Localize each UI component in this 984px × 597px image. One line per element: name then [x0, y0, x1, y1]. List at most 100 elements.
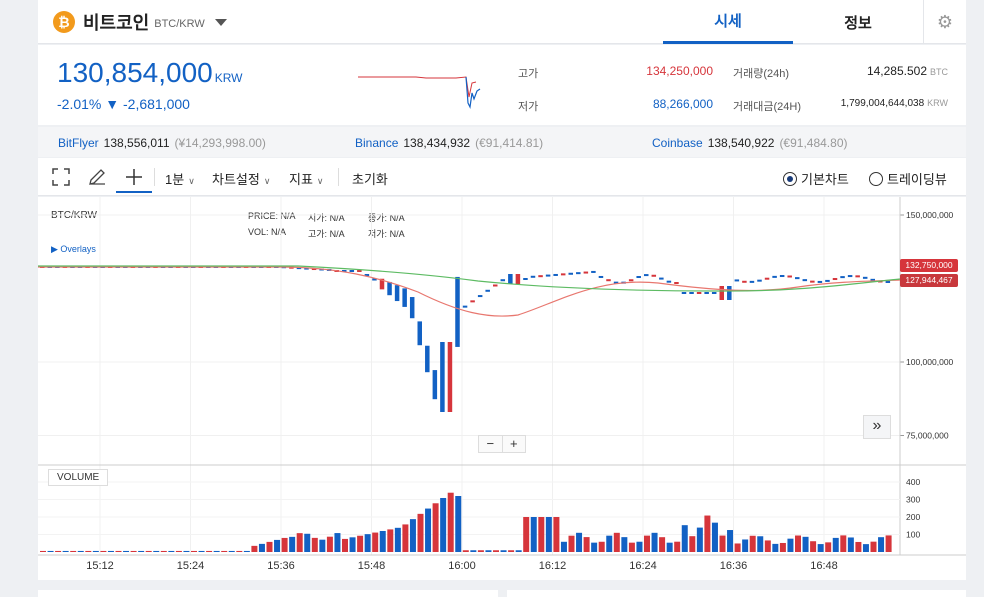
- price-candle: [349, 270, 355, 272]
- price-candle: [704, 292, 709, 294]
- bitcoin-logo-icon: ₿: [53, 10, 75, 33]
- volume-bar: [689, 536, 696, 552]
- interval-select[interactable]: 1분 ∨: [165, 169, 195, 188]
- current-price-value: 130,854,000: [57, 57, 213, 88]
- price-candle: [696, 292, 702, 294]
- price-candle: [749, 280, 755, 283]
- volume-bar: [228, 550, 235, 552]
- volume-bar: [621, 537, 628, 552]
- volume-bar: [772, 543, 779, 552]
- volume-bar: [455, 496, 462, 552]
- scroll-to-latest-button[interactable]: »: [863, 415, 891, 439]
- chart-settings-menu[interactable]: 차트설정 ∨: [212, 169, 270, 188]
- volume-tick-label: 400: [906, 477, 920, 487]
- price-candle: [832, 278, 838, 281]
- price-candle: [455, 276, 460, 347]
- volume-bar: [221, 550, 228, 552]
- exchange-fx: (€91,414.81): [475, 136, 544, 150]
- volume-24h-number: 14,285.502: [866, 64, 927, 78]
- volume-bar: [425, 508, 432, 552]
- chart-settings-label: 차트설정: [212, 172, 260, 187]
- volume-bar: [704, 515, 711, 552]
- volume-bar: [538, 517, 545, 552]
- exchange-name[interactable]: Binance: [355, 136, 399, 150]
- volume-bar: [130, 550, 137, 552]
- volume-bar: [485, 550, 492, 552]
- price-candle: [357, 270, 362, 272]
- chart-toolbar: 1분 ∨ 차트설정 ∨ 지표 ∨ 초기화 기본차트 트레이딩뷰: [38, 158, 966, 196]
- volume-bar: [568, 535, 575, 552]
- volume-bar: [840, 535, 847, 552]
- volume-bar: [462, 550, 469, 552]
- volume-bar: [243, 550, 250, 552]
- price-tick-label: 150,000,000: [906, 210, 954, 220]
- exchange-coinbase: Coinbase 138,540,922 (€91,484.80): [652, 136, 848, 150]
- basic-chart-radio[interactable]: 기본차트: [783, 169, 849, 188]
- indicators-menu[interactable]: 지표 ∨: [289, 169, 324, 188]
- price-candle: [583, 271, 589, 274]
- high-value: 134,250,000: [646, 64, 713, 78]
- price-candle: [387, 281, 392, 296]
- volume-24h-value: 14,285.502 BTC: [818, 64, 948, 78]
- basic-chart-label: 기본차트: [801, 172, 849, 187]
- coin-selector-dropdown-icon[interactable]: [214, 19, 227, 26]
- volume-bar: [281, 537, 288, 552]
- last-price-tag: 132,750,000: [900, 259, 958, 272]
- price-unit: KRW: [214, 71, 243, 85]
- volume-bar: [847, 537, 854, 552]
- legend-low: 저가: N/A: [368, 229, 405, 239]
- exchange-name[interactable]: BitFlyer: [58, 136, 99, 150]
- volume-bar: [500, 550, 507, 552]
- volume-bar: [236, 550, 243, 552]
- price-candle: [304, 267, 309, 270]
- price-panel: 130,854,000 KRW -2.01% ▼ -2,681,000 고가 13…: [38, 45, 966, 125]
- volume-bar: [62, 550, 69, 552]
- price-candle: [538, 275, 543, 278]
- reset-button[interactable]: 초기화: [352, 172, 388, 187]
- price-candle: [432, 370, 438, 400]
- volume-bar: [878, 537, 885, 552]
- volume-bar: [659, 537, 666, 552]
- volume-bar: [545, 517, 552, 552]
- zoom-in-button[interactable]: +: [509, 436, 518, 451]
- legend-price: PRICE: N/A: [248, 211, 296, 221]
- volume-bar: [832, 537, 839, 552]
- exchange-price: 138,434,932: [403, 136, 471, 150]
- volume-bar: [606, 535, 613, 552]
- price-candle: [470, 300, 475, 303]
- price-candle: [553, 273, 558, 276]
- exchange-name[interactable]: Coinbase: [652, 136, 703, 150]
- price-candle: [425, 345, 430, 373]
- price-candle: [711, 292, 717, 294]
- volume-bar: [311, 537, 318, 552]
- price-candle: [855, 275, 860, 278]
- price-candle: [462, 305, 468, 308]
- price-candle: [772, 275, 777, 278]
- candlestick-chart[interactable]: BTC/KRW PRICE: N/A 시가: N/A 종가: N/A VOL: …: [38, 197, 966, 580]
- pencil-draw-icon[interactable]: [88, 168, 106, 186]
- tradingview-radio[interactable]: 트레이딩뷰: [869, 169, 947, 188]
- radio-selected-icon: [783, 172, 797, 186]
- price-candle: [477, 295, 483, 298]
- crosshair-tool-button[interactable]: [116, 162, 152, 193]
- fullscreen-icon[interactable]: [52, 168, 70, 186]
- volume-bar: [206, 550, 213, 552]
- volume-bar: [644, 535, 650, 552]
- volume-bar: [266, 541, 273, 552]
- volume-bar: [870, 541, 877, 552]
- price-candle: [545, 274, 551, 277]
- chevron-down-icon: ∨: [188, 176, 195, 186]
- toolbar-divider: [338, 168, 339, 186]
- settings-gear-icon[interactable]: ⚙: [923, 0, 966, 44]
- time-tick-label: 15:36: [267, 560, 295, 572]
- tab-market-price[interactable]: 시세: [663, 0, 793, 44]
- legend-high: 고가: N/A: [308, 229, 345, 239]
- tab-info[interactable]: 정보: [844, 14, 872, 32]
- overlays-toggle[interactable]: ▶ Overlays: [51, 244, 96, 254]
- moving-average-long-line: [38, 265, 901, 292]
- chart-canvas[interactable]: 15:12 15:24 15:36 15:48 16:00 16:12 16:24 16:36…: [38, 197, 966, 580]
- price-candle: [870, 278, 875, 281]
- zoom-out-button[interactable]: −: [479, 436, 503, 452]
- volume-bar: [296, 533, 303, 552]
- price-candle: [825, 279, 830, 282]
